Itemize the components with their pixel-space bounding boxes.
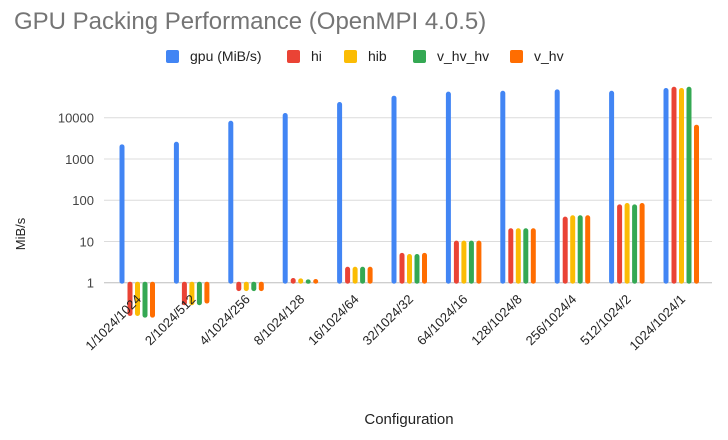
legend-item[interactable]: v_hv_hv	[413, 48, 489, 64]
legend-label: v_hv_hv	[437, 48, 489, 64]
x-tick-label: 32/1024/32	[359, 292, 416, 349]
bar-v-hv[interactable]	[258, 281, 264, 292]
bar-gpu-mib-s-[interactable]	[119, 144, 125, 284]
bar-gpu-mib-s-[interactable]	[228, 120, 234, 284]
legend-swatch	[510, 50, 523, 63]
bar-v-hv[interactable]	[476, 240, 482, 284]
bar-gpu-mib-s-[interactable]	[445, 91, 451, 284]
bar-gpu-mib-s-[interactable]	[500, 90, 506, 284]
bar-hi[interactable]	[236, 281, 242, 292]
y-tick-label: 10	[80, 234, 94, 249]
bar-hib[interactable]	[679, 87, 684, 284]
legend-item[interactable]: v_hv	[510, 48, 564, 64]
bar-hib[interactable]	[189, 281, 195, 306]
chart-title: GPU Packing Performance (OpenMPI 4.0.5)	[14, 8, 486, 35]
legend-item[interactable]: gpu (MiB/s)	[166, 48, 262, 64]
bar-hib[interactable]	[570, 215, 576, 284]
bar-hi[interactable]	[399, 252, 405, 284]
legend-swatch	[344, 50, 357, 63]
legend-swatch	[413, 50, 426, 63]
bar-hib[interactable]	[461, 240, 467, 284]
bar-hib[interactable]	[407, 253, 412, 284]
bar-v-hv-hv[interactable]	[523, 228, 529, 284]
bar-v-hv-hv[interactable]	[142, 281, 148, 318]
legend-label: hib	[368, 48, 387, 64]
bar-gpu-mib-s-[interactable]	[663, 87, 669, 284]
bar-hi[interactable]	[290, 277, 296, 284]
bar-v-hv-hv[interactable]	[305, 279, 311, 284]
x-tick-label: 8/1024/128	[251, 292, 308, 349]
bar-gpu-mib-s-[interactable]	[609, 90, 615, 284]
x-tick-labels: 1/1024/10242/1024/5124/1024/2568/1024/12…	[82, 292, 688, 354]
bar-gpu-mib-s-[interactable]	[173, 141, 179, 284]
legend[interactable]: gpu (MiB/s) hi hib v_hv_hv v_hv	[166, 48, 564, 64]
legend-label: v_hv	[534, 48, 564, 64]
bar-v-hv-hv[interactable]	[468, 240, 474, 284]
bar-hi[interactable]	[453, 240, 459, 284]
x-tick-label: 16/1024/64	[305, 292, 362, 349]
bar-hi[interactable]	[181, 281, 187, 306]
bar-v-hv[interactable]	[150, 281, 155, 318]
bar-hib[interactable]	[352, 266, 358, 284]
x-tick-label: 128/1024/8	[468, 292, 525, 349]
bar-hib[interactable]	[298, 278, 304, 284]
y-tick-label: 100	[72, 193, 94, 208]
bar-v-hv-hv[interactable]	[577, 215, 583, 284]
bar-hib[interactable]	[243, 281, 249, 292]
bars	[119, 86, 699, 318]
y-tick-label: 1000	[65, 152, 94, 167]
x-tick-label: 512/1024/2	[577, 292, 634, 349]
bar-v-hv-hv[interactable]	[632, 204, 638, 284]
bar-hi[interactable]	[508, 228, 514, 284]
bar-gpu-mib-s-[interactable]	[337, 102, 343, 284]
x-tick-label: 256/1024/4	[523, 292, 580, 349]
bar-v-hv[interactable]	[422, 252, 427, 284]
bar-v-hv[interactable]	[313, 279, 319, 284]
bar-v-hv[interactable]	[530, 228, 536, 284]
legend-label: hi	[311, 48, 322, 64]
legend-item[interactable]: hib	[344, 48, 387, 64]
bar-v-hv[interactable]	[585, 215, 591, 284]
bar-v-hv[interactable]	[694, 124, 699, 284]
bar-v-hv-hv[interactable]	[251, 281, 257, 292]
bar-v-hv[interactable]	[204, 281, 210, 304]
bar-hi[interactable]	[127, 281, 133, 316]
legend-swatch	[166, 50, 179, 63]
y-tick-label: 1	[87, 276, 94, 291]
legend-swatch	[287, 50, 300, 63]
bar-hi[interactable]	[671, 86, 677, 284]
legend-item[interactable]: hi	[287, 48, 322, 64]
bar-hi[interactable]	[617, 204, 623, 284]
x-tick-label: 64/1024/16	[414, 292, 471, 349]
x-tick-label: 1/1024/1024	[82, 292, 144, 354]
bar-hib[interactable]	[135, 281, 140, 316]
bar-v-hv[interactable]	[639, 202, 645, 284]
bar-v-hv[interactable]	[367, 266, 373, 284]
bar-hi[interactable]	[562, 216, 568, 284]
bar-hib[interactable]	[624, 202, 630, 284]
bar-hib[interactable]	[515, 228, 521, 284]
y-axis-label: MiB/s	[13, 217, 28, 250]
bar-gpu-mib-s-[interactable]	[391, 95, 397, 284]
bar-v-hv-hv[interactable]	[414, 253, 420, 284]
bar-gpu-mib-s-[interactable]	[554, 89, 560, 284]
bar-v-hv-hv[interactable]	[196, 281, 202, 306]
y-tick-label: 10000	[58, 111, 94, 126]
bar-v-hv-hv[interactable]	[686, 86, 692, 284]
legend-label: gpu (MiB/s)	[190, 48, 262, 64]
bar-gpu-mib-s-[interactable]	[282, 112, 288, 284]
bar-v-hv-hv[interactable]	[360, 266, 366, 284]
x-axis-label: Configuration	[364, 411, 453, 428]
x-tick-label: 1024/1024/1	[626, 292, 688, 354]
bar-hi[interactable]	[345, 266, 351, 284]
